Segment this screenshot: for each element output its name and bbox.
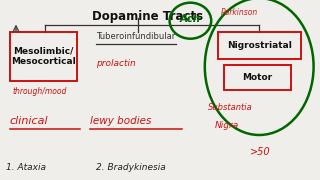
Text: 1. Ataxia: 1. Ataxia <box>6 163 46 172</box>
Text: 2. Bradykinesia: 2. Bradykinesia <box>96 163 166 172</box>
Text: lewy bodies: lewy bodies <box>90 116 151 126</box>
Text: Parkinson: Parkinson <box>221 8 258 17</box>
Text: Ach: Ach <box>179 14 200 24</box>
Text: prolactin: prolactin <box>96 59 136 68</box>
Bar <box>10 32 77 81</box>
Bar <box>218 32 301 59</box>
Text: Mesolimbic/
Mesocortical: Mesolimbic/ Mesocortical <box>11 47 76 66</box>
Text: Substantia: Substantia <box>208 103 253 112</box>
Text: clinical: clinical <box>10 116 48 126</box>
Text: through/mood: through/mood <box>13 87 67 96</box>
Bar <box>224 65 291 90</box>
Text: Dopamine Tracts: Dopamine Tracts <box>92 10 203 23</box>
Text: >50: >50 <box>250 147 270 157</box>
Text: Nigra: Nigra <box>214 122 239 130</box>
Text: Motor: Motor <box>243 73 273 82</box>
Text: Nigrostriatal: Nigrostriatal <box>227 41 292 50</box>
Text: Tuberoinfundibular: Tuberoinfundibular <box>96 32 175 41</box>
